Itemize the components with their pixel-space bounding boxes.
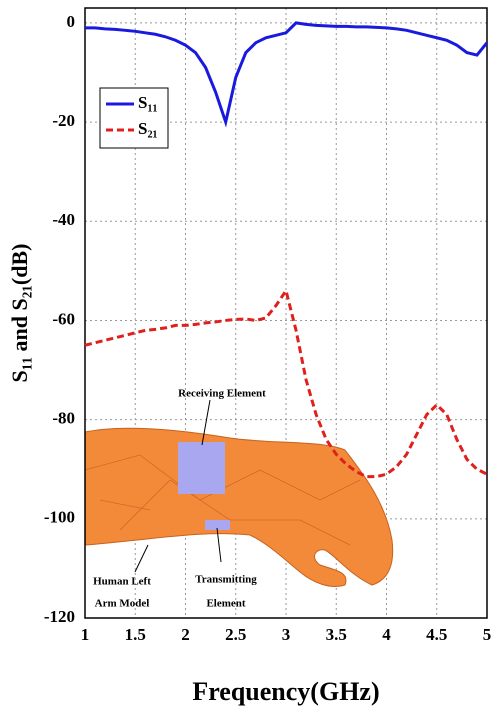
x-tick-label: 1.5 — [125, 625, 146, 644]
annotation: Element — [206, 598, 245, 610]
y-tick-label: -20 — [52, 111, 75, 130]
x-tick-label: 3.5 — [326, 625, 347, 644]
legend-label: S₁₁ — [138, 93, 158, 112]
chart: Receiving Element Transmitting Element H… — [0, 0, 491, 718]
x-tick-label: 2.5 — [225, 625, 246, 644]
arm-model — [85, 400, 393, 587]
x-axis-label: Frequency(GHz) — [192, 677, 379, 706]
legend-label: S₂₁ — [138, 119, 158, 138]
x-tick-label: 4 — [382, 625, 391, 644]
y-tick-label: 0 — [67, 12, 76, 31]
legend-box — [100, 88, 168, 148]
y-tick-label: -120 — [44, 607, 75, 626]
y-tick-label: -80 — [52, 409, 75, 428]
annotation: Receiving Element — [178, 388, 266, 400]
y-tick-label: -100 — [44, 508, 75, 527]
annotation: Transmitting — [195, 574, 257, 586]
x-tick-label: 4.5 — [426, 625, 447, 644]
x-tick-label: 2 — [181, 625, 190, 644]
x-tick-label: 5 — [483, 625, 491, 644]
annotation: Arm Model — [95, 598, 150, 610]
x-tick-label: 1 — [81, 625, 90, 644]
y-axis-label: S₁₁ and S₂₁(dB) — [7, 244, 32, 383]
y-tick-label: -40 — [52, 210, 75, 229]
x-tick-label: 3 — [282, 625, 291, 644]
y-tick-label: -60 — [52, 309, 75, 328]
annotation: Human Left — [93, 576, 151, 588]
